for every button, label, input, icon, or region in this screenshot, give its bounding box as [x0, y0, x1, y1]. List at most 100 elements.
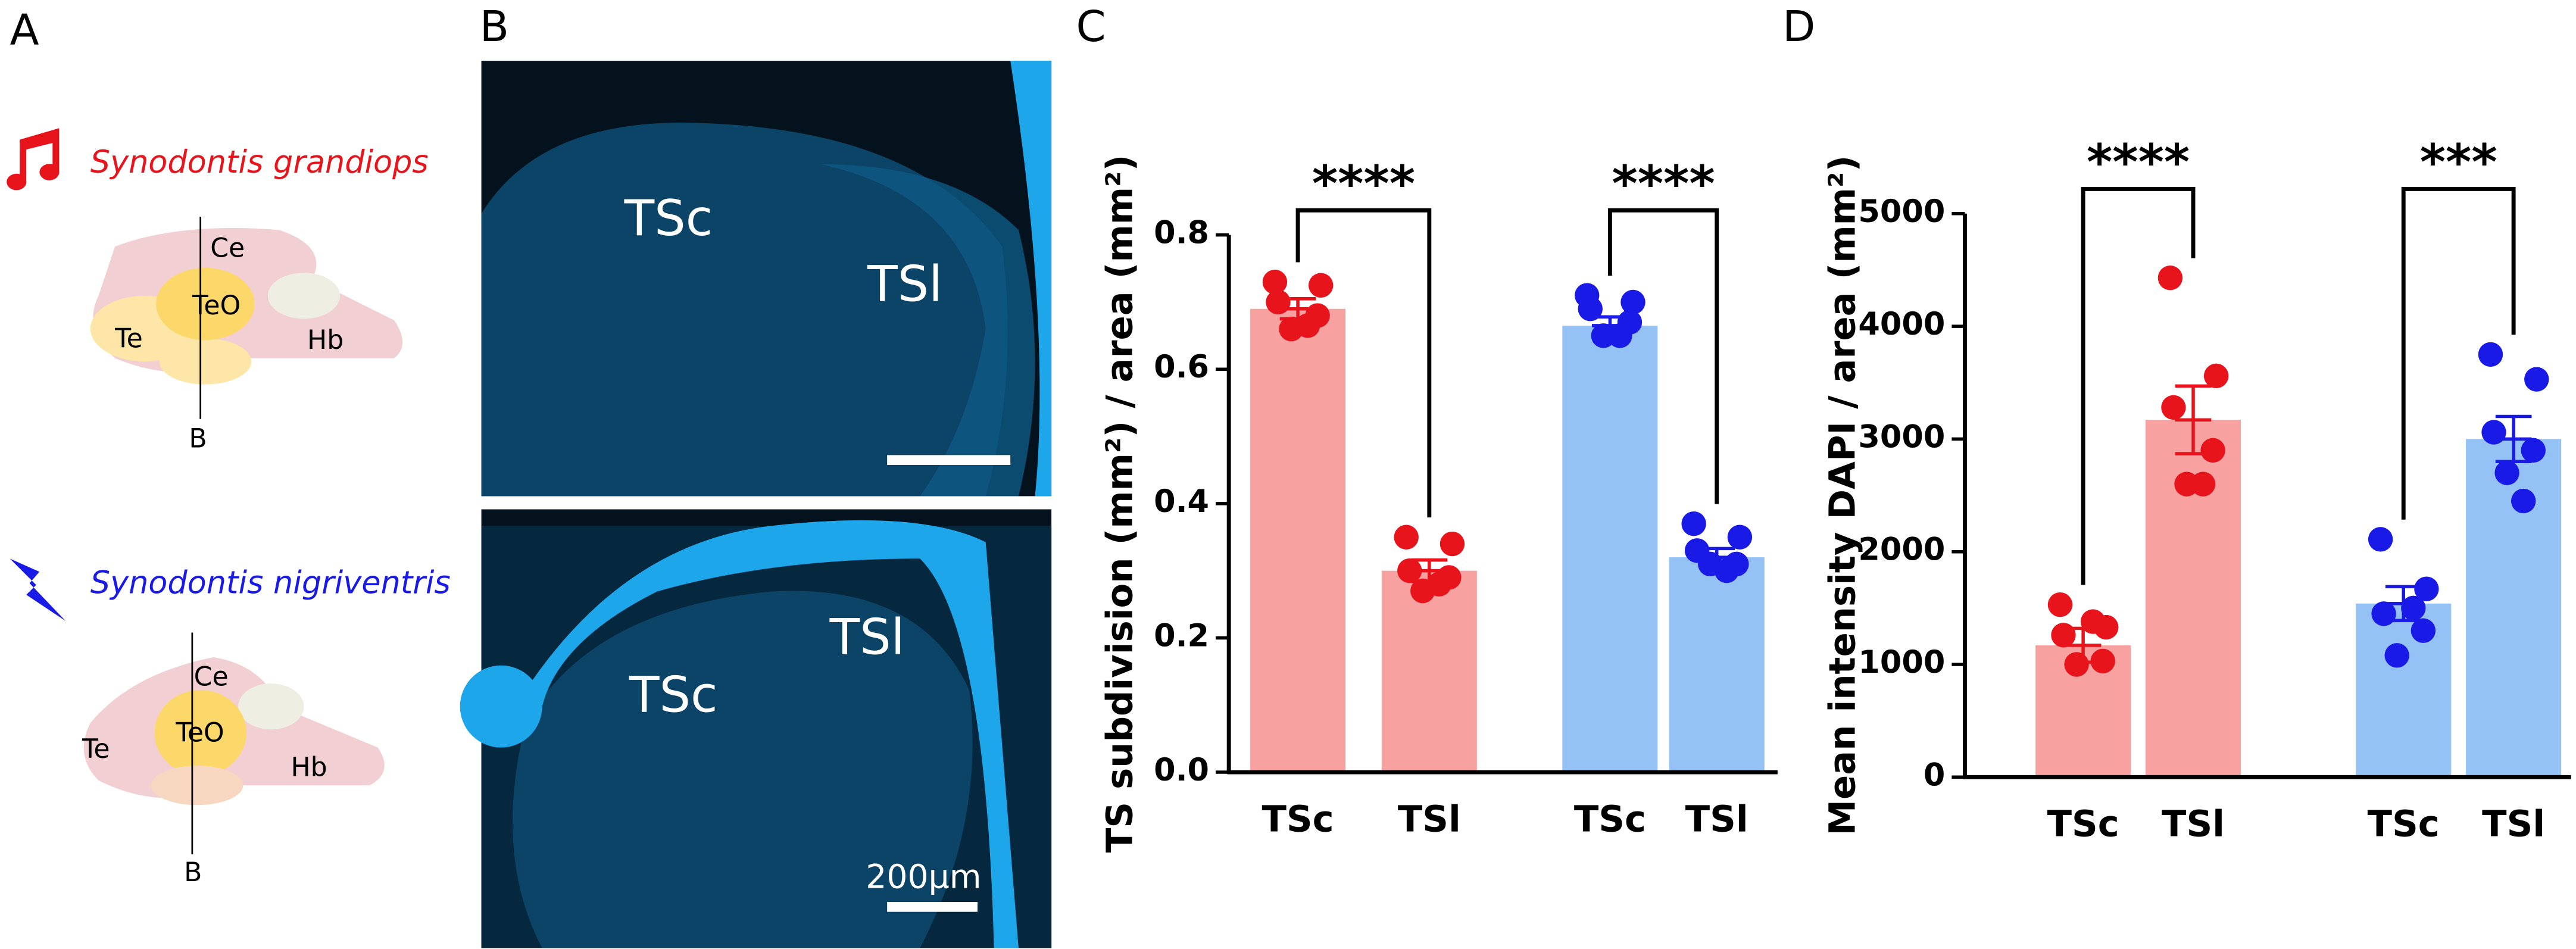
data-point: [2064, 652, 2089, 677]
data-point: [1620, 289, 1645, 315]
data-point: [1394, 525, 1419, 550]
data-point: [2161, 395, 2186, 420]
x-tick-label: TSl: [2482, 804, 2545, 845]
data-point: [2511, 488, 2536, 514]
y-tick-label: 5000: [1858, 193, 1945, 230]
data-point: [1714, 558, 1740, 583]
x-tick-label: TSl: [1685, 798, 1748, 840]
y-axis-label: Mean intensity DAPI / area (mm²): [1822, 155, 1864, 836]
region-label: TSc: [624, 189, 713, 247]
y-tick-label: 0.8: [1154, 215, 1209, 251]
data-point: [1308, 273, 1334, 298]
data-point: [2478, 342, 2503, 367]
region-label: Te: [114, 323, 143, 354]
y-tick-label: 0.0: [1154, 752, 1209, 788]
data-point: [2414, 576, 2439, 601]
data-point: [2384, 643, 2409, 668]
region-label: TSc: [629, 666, 718, 723]
y-tick-label: 3000: [1858, 419, 1945, 455]
region-label: TSl: [867, 255, 942, 313]
panel-letter: C: [1076, 1, 1106, 51]
x-tick-label: TSl: [2162, 804, 2225, 845]
species-name: Synodontis grandiops: [90, 144, 429, 180]
significance-bracket: [2081, 186, 2196, 585]
bar: [2356, 603, 2452, 778]
music-note-icon: [7, 128, 60, 191]
data-point: [2410, 618, 2436, 643]
region-label: Hb: [307, 325, 344, 355]
significance-bracket: [1607, 208, 1719, 504]
significance-label: ***: [2420, 133, 2497, 191]
data-point: [1295, 313, 1320, 338]
y-axis-label: TS subdivision (mm²) / area (mm²): [1099, 155, 1141, 853]
data-point: [1578, 296, 1603, 321]
region-label: Hb: [291, 753, 327, 783]
scale-bar-label: 200µm: [866, 859, 981, 897]
data-point: [2371, 601, 2396, 626]
y-tick-label: 0.2: [1154, 617, 1209, 654]
y-tick-label: 0: [1924, 757, 1945, 793]
bar: [1381, 570, 1477, 773]
y-tick-label: 2000: [1858, 532, 1945, 568]
data-point: [1681, 511, 1706, 536]
y-tick-label: 0.4: [1154, 483, 1209, 520]
x-tick-label: TSc: [2368, 804, 2440, 845]
data-point: [1262, 269, 1288, 295]
data-point: [2190, 472, 2216, 497]
brain-diagram: [90, 217, 403, 419]
y-tick-label: 0.6: [1154, 349, 1209, 385]
panel-letter: D: [1782, 1, 1815, 51]
species-name: Synodontis nigriventris: [90, 564, 451, 601]
data-point: [2051, 623, 2076, 648]
significance-bracket: [2401, 186, 2516, 520]
brain-diagram: [83, 632, 385, 855]
section-label: B: [184, 857, 202, 888]
data-point: [2157, 265, 2183, 291]
data-point: [1440, 531, 1465, 557]
data-point: [1727, 525, 1753, 550]
data-point: [1266, 289, 1291, 315]
bar: [1250, 308, 1346, 773]
section-label: B: [189, 424, 207, 454]
bar: [1562, 325, 1658, 773]
y-tick-label: 1000: [1858, 644, 1945, 680]
significance-bracket: [1295, 208, 1432, 518]
data-point: [2203, 363, 2229, 389]
region-label: TeO: [192, 291, 241, 321]
data-point: [2090, 648, 2115, 674]
significance-label: ****: [1312, 155, 1415, 213]
significance-label: ****: [1612, 155, 1715, 213]
x-tick-label: TSl: [1398, 798, 1461, 840]
region-label: Ce: [210, 233, 245, 263]
micrograph: [481, 61, 1052, 497]
data-point: [2080, 609, 2106, 634]
data-point: [2481, 420, 2506, 445]
data-point: [1607, 323, 1632, 348]
data-point: [1426, 572, 1452, 597]
data-point: [2524, 367, 2549, 392]
region-label: TeO: [175, 718, 224, 748]
data-point: [2521, 438, 2546, 463]
region-label: TSl: [829, 608, 905, 666]
data-point: [2047, 592, 2073, 617]
panel-letter: A: [10, 5, 39, 55]
bar: [1669, 557, 1765, 773]
panel-letter: B: [480, 1, 509, 51]
x-tick-label: TSc: [2047, 804, 2119, 845]
significance-label: ****: [2087, 133, 2190, 191]
bar: [2466, 439, 2562, 778]
micrograph: [460, 509, 1052, 948]
x-tick-label: TSc: [1262, 798, 1334, 840]
x-tick-label: TSc: [1574, 798, 1646, 840]
data-point: [2494, 460, 2519, 485]
data-point: [2368, 527, 2393, 552]
region-label: Ce: [194, 662, 229, 692]
data-point: [2200, 438, 2225, 463]
lightning-icon: [10, 558, 66, 622]
data-point: [2401, 595, 2426, 621]
region-label: Te: [82, 734, 110, 764]
data-point: [1397, 558, 1422, 583]
y-tick-label: 4000: [1858, 306, 1945, 342]
